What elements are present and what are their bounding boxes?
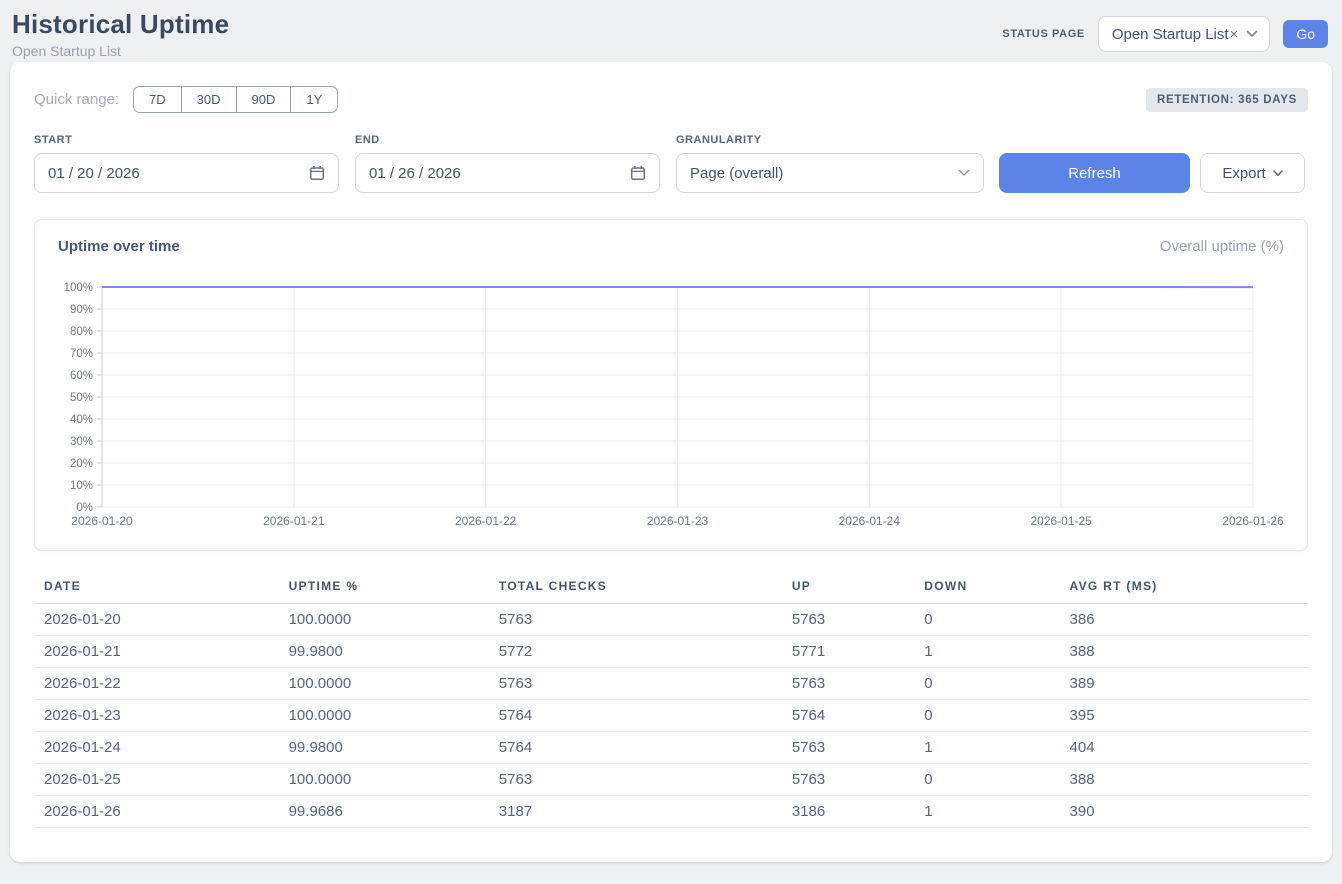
uptime-table: DATE UPTIME % TOTAL CHECKS UP DOWN AVG RT (MS… [34, 575, 1308, 828]
granularity-selected-value: Page (overall) [690, 164, 784, 182]
svg-text:40%: 40% [70, 414, 93, 426]
column-header: DOWN [914, 575, 1060, 604]
svg-text:2026-01-21: 2026-01-21 [263, 514, 325, 528]
svg-text:10%: 10% [70, 480, 93, 492]
top-bar: Historical Uptime Open Startup List STAT… [0, 0, 1342, 62]
chart-title: Uptime over time [58, 237, 180, 255]
calendar-icon[interactable] [630, 165, 646, 181]
status-page-selected-value: Open Startup List [1111, 25, 1229, 43]
clear-selection-icon[interactable]: × [1229, 25, 1239, 43]
column-header: UP [781, 575, 915, 604]
uptime-table-body: 2026-01-20 100.0000 5763 5763 0 386 2026-01-21… [34, 603, 1308, 828]
uptime-chart-card: Uptime over time Overall uptime (%) 0% 10… [34, 219, 1308, 551]
main-panel: Quick range: 7D 30D 90D 1Y RETENTION: 365 D… [10, 62, 1332, 862]
uptime-table-header-row: DATE UPTIME % TOTAL CHECKS UP DOWN AVG RT (MS… [34, 575, 1308, 604]
export-button[interactable]: Export [1200, 153, 1305, 193]
go-button[interactable]: Go [1283, 20, 1328, 48]
chevron-down-icon [1272, 169, 1283, 176]
status-page-select[interactable]: Open Startup List × [1097, 16, 1271, 52]
svg-text:0%: 0% [76, 502, 93, 514]
status-page-controls: STATUS PAGE Open Startup List × Go [1002, 16, 1328, 52]
svg-text:50%: 50% [70, 392, 93, 404]
table-row: 2026-01-24 99.9800 5764 5763 1 404 [34, 731, 1308, 764]
start-date-label: START [34, 134, 73, 146]
svg-text:2026-01-22: 2026-01-22 [455, 514, 517, 528]
quick-range-group: 7D 30D 90D 1Y [133, 86, 339, 113]
table-row: 2026-01-25 100.0000 5763 5763 0 388 [34, 763, 1308, 796]
table-row: 2026-01-23 100.0000 5764 5764 0 395 [34, 699, 1308, 732]
quick-range-90d[interactable]: 90D [235, 87, 291, 112]
chevron-down-icon [958, 169, 970, 176]
quick-range-1y[interactable]: 1Y [290, 87, 338, 112]
svg-text:20%: 20% [70, 458, 93, 470]
end-date-field-group: END 01 / 26 / 2026 [355, 134, 676, 193]
svg-text:70%: 70% [70, 348, 93, 360]
quick-range-label: Quick range: [34, 91, 120, 108]
svg-text:100%: 100% [64, 282, 93, 294]
svg-text:80%: 80% [70, 326, 93, 338]
granularity-field-group: GRANULARITY Page (overall) [676, 134, 999, 193]
end-date-input[interactable]: 01 / 26 / 2026 [355, 153, 660, 193]
svg-text:90%: 90% [70, 304, 93, 316]
svg-text:2026-01-20: 2026-01-20 [71, 514, 133, 528]
chart-legend: Overall uptime (%) [1159, 237, 1284, 255]
quick-range-row: Quick range: 7D 30D 90D 1Y RETENTION: 365 D… [34, 86, 1308, 113]
granularity-select[interactable]: Page (overall) [676, 153, 984, 193]
column-header: TOTAL CHECKS [488, 575, 782, 604]
svg-text:2026-01-25: 2026-01-25 [1030, 514, 1092, 528]
page-title: Historical Uptime [12, 9, 230, 39]
column-header: AVG RT (MS) [1059, 575, 1308, 604]
refresh-button[interactable]: Refresh [999, 153, 1190, 193]
chart-header: Uptime over time Overall uptime (%) [47, 234, 1295, 258]
svg-text:2026-01-26: 2026-01-26 [1222, 514, 1284, 528]
granularity-label: GRANULARITY [676, 134, 762, 146]
svg-text:30%: 30% [70, 436, 93, 448]
end-date-label: END [355, 134, 380, 146]
column-header: DATE [34, 575, 279, 604]
svg-text:60%: 60% [70, 370, 93, 382]
status-page-label: STATUS PAGE [1002, 28, 1085, 40]
page-subtitle: Open Startup List [12, 43, 121, 59]
start-date-field-group: START 01 / 20 / 2026 [34, 134, 355, 193]
quick-range-30d[interactable]: 30D [180, 87, 236, 112]
filter-row: START 01 / 20 / 2026 END 01 / 26 / 2026 [34, 134, 1308, 193]
retention-badge: RETENTION: 365 DAYS [1145, 87, 1308, 112]
column-header: UPTIME % [278, 575, 489, 604]
end-date-value: 01 / 26 / 2026 [369, 164, 461, 182]
table-row: 2026-01-26 99.9686 3187 3186 1 390 [34, 795, 1308, 828]
chevron-down-icon [1247, 30, 1258, 37]
calendar-icon[interactable] [309, 165, 325, 181]
page-heading: Historical Uptime Open Startup List [12, 9, 229, 59]
svg-text:2026-01-23: 2026-01-23 [647, 514, 709, 528]
start-date-input[interactable]: 01 / 20 / 2026 [34, 153, 339, 193]
uptime-chart-svg: 0% 10% 20% 30% 40% 50% 60% 70% 80% 90% 100% 2026-01… [64, 282, 1284, 528]
svg-text:2026-01-24: 2026-01-24 [839, 514, 901, 528]
table-row: 2026-01-21 99.9800 5772 5771 1 388 [34, 635, 1308, 668]
table-row: 2026-01-22 100.0000 5763 5763 0 389 [34, 667, 1308, 700]
export-button-label: Export [1222, 164, 1266, 182]
quick-range-7d[interactable]: 7D [134, 87, 181, 112]
start-date-value: 01 / 20 / 2026 [48, 164, 140, 182]
table-row: 2026-01-20 100.0000 5763 5763 0 386 [34, 603, 1308, 636]
